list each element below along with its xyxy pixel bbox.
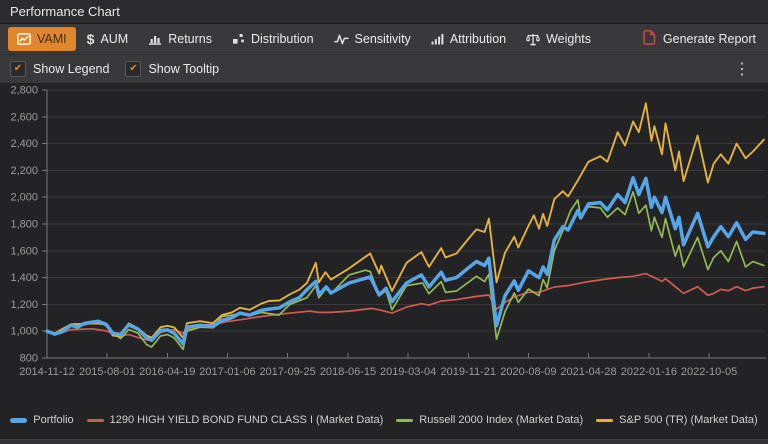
- generate-report-label: Generate Report: [662, 32, 756, 46]
- svg-text:2,200: 2,200: [10, 165, 38, 177]
- dollar-icon: $: [86, 31, 95, 47]
- series-line[interactable]: [46, 102, 765, 339]
- tab-label: Distribution: [251, 32, 314, 46]
- scatter-icon: [232, 33, 245, 45]
- bar-chart-icon: [148, 33, 162, 45]
- pdf-icon: [643, 30, 656, 48]
- toolbar-tabs: VAMI $ AUM Returns Distribution Sensitivity At…: [8, 27, 639, 51]
- generate-report-button[interactable]: Generate Report: [639, 30, 760, 48]
- scale-icon: [526, 33, 541, 46]
- svg-text:2018-06-15: 2018-06-15: [320, 366, 376, 378]
- svg-text:2021-04-28: 2021-04-28: [560, 366, 616, 378]
- line-chart-icon: [17, 33, 31, 45]
- svg-text:2,000: 2,000: [10, 192, 38, 204]
- svg-text:2020-08-09: 2020-08-09: [500, 366, 556, 378]
- svg-text:1,400: 1,400: [10, 272, 38, 284]
- legend-swatch: [86, 418, 104, 422]
- panel-title: Performance Chart: [10, 4, 120, 19]
- legend-item[interactable]: Russell 2000 Index (Market Data): [396, 414, 583, 426]
- tab-attribution[interactable]: Attribution: [422, 27, 515, 51]
- checkbox-show-tooltip[interactable]: ✔ Show Tooltip: [125, 61, 219, 77]
- legend-swatch: [10, 417, 28, 423]
- tab-label: AUM: [100, 32, 129, 46]
- vami-line-chart[interactable]: 800 1,000 1,200 1,400 1,600 1,800 2,000 2,200 2,…: [0, 82, 768, 400]
- svg-text:2019-03-04: 2019-03-04: [380, 366, 436, 378]
- checkbox-show-legend[interactable]: ✔ Show Legend: [10, 61, 109, 77]
- tab-label: Attribution: [449, 32, 507, 46]
- pulse-icon: [333, 33, 349, 45]
- legend-item[interactable]: S&P 500 (TR) (Market Data): [596, 414, 758, 426]
- svg-text:2022-10-05: 2022-10-05: [681, 366, 737, 378]
- tab-aum[interactable]: $ AUM: [78, 27, 138, 51]
- svg-text:2,800: 2,800: [10, 85, 38, 97]
- series-line[interactable]: [46, 190, 765, 351]
- svg-text:2022-01-16: 2022-01-16: [621, 366, 677, 378]
- legend-swatch: [396, 418, 414, 422]
- legend-label: Portfolio: [33, 414, 74, 426]
- svg-text:2019-11-21: 2019-11-21: [441, 366, 496, 378]
- svg-text:1,000: 1,000: [10, 326, 38, 338]
- more-options-button[interactable]: ⋮: [734, 61, 750, 78]
- toolbar: VAMI $ AUM Returns Distribution Sensitivity At…: [0, 24, 768, 54]
- checkbox-row: ✔ Show Legend ✔ Show Tooltip: [10, 61, 235, 77]
- svg-text:2,400: 2,400: [10, 138, 38, 150]
- tab-label: Returns: [168, 32, 212, 46]
- svg-text:2014-11-12: 2014-11-12: [19, 366, 74, 378]
- svg-text:2016-04-19: 2016-04-19: [139, 366, 195, 378]
- svg-text:2015-08-01: 2015-08-01: [79, 366, 135, 378]
- svg-text:1,600: 1,600: [10, 245, 38, 257]
- options-bar: ✔ Show Legend ✔ Show Tooltip ⋮: [0, 54, 768, 83]
- legend-swatch: [596, 418, 614, 422]
- legend-item[interactable]: Portfolio: [10, 414, 74, 426]
- tab-returns[interactable]: Returns: [139, 27, 221, 51]
- legend-label: S&P 500 (TR) (Market Data): [619, 414, 758, 426]
- tab-sensitivity[interactable]: Sensitivity: [325, 27, 420, 51]
- chart-legend: Portfolio 1290 HIGH YIELD BOND FUND CLASS…: [0, 407, 768, 433]
- svg-text:800: 800: [20, 353, 38, 365]
- tab-label: VAMI: [37, 32, 67, 46]
- tab-label: Sensitivity: [354, 32, 411, 46]
- tab-label: Weights: [546, 32, 592, 46]
- tab-vami[interactable]: VAMI: [8, 27, 76, 51]
- tab-weights[interactable]: Weights: [517, 27, 600, 51]
- tab-distribution[interactable]: Distribution: [223, 27, 323, 51]
- svg-text:2017-01-06: 2017-01-06: [199, 366, 255, 378]
- svg-text:2,600: 2,600: [10, 111, 38, 123]
- checkbox-show-legend-box[interactable]: ✔: [10, 61, 26, 77]
- legend-label: Russell 2000 Index (Market Data): [419, 414, 584, 426]
- svg-text:1,800: 1,800: [10, 219, 38, 231]
- svg-text:2017-09-25: 2017-09-25: [259, 366, 315, 378]
- checkbox-label: Show Tooltip: [148, 62, 220, 76]
- svg-text:1,200: 1,200: [10, 299, 38, 311]
- checkbox-show-tooltip-box[interactable]: ✔: [125, 61, 142, 77]
- checkbox-label: Show Legend: [33, 62, 110, 76]
- series-line[interactable]: [45, 176, 766, 346]
- titlebar: Performance Chart: [0, 0, 768, 24]
- signal-bars-icon: [431, 33, 444, 45]
- legend-label: 1290 HIGH YIELD BOND FUND CLASS I (Marke…: [109, 414, 384, 426]
- legend-item[interactable]: 1290 HIGH YIELD BOND FUND CLASS I (Marke…: [86, 414, 384, 426]
